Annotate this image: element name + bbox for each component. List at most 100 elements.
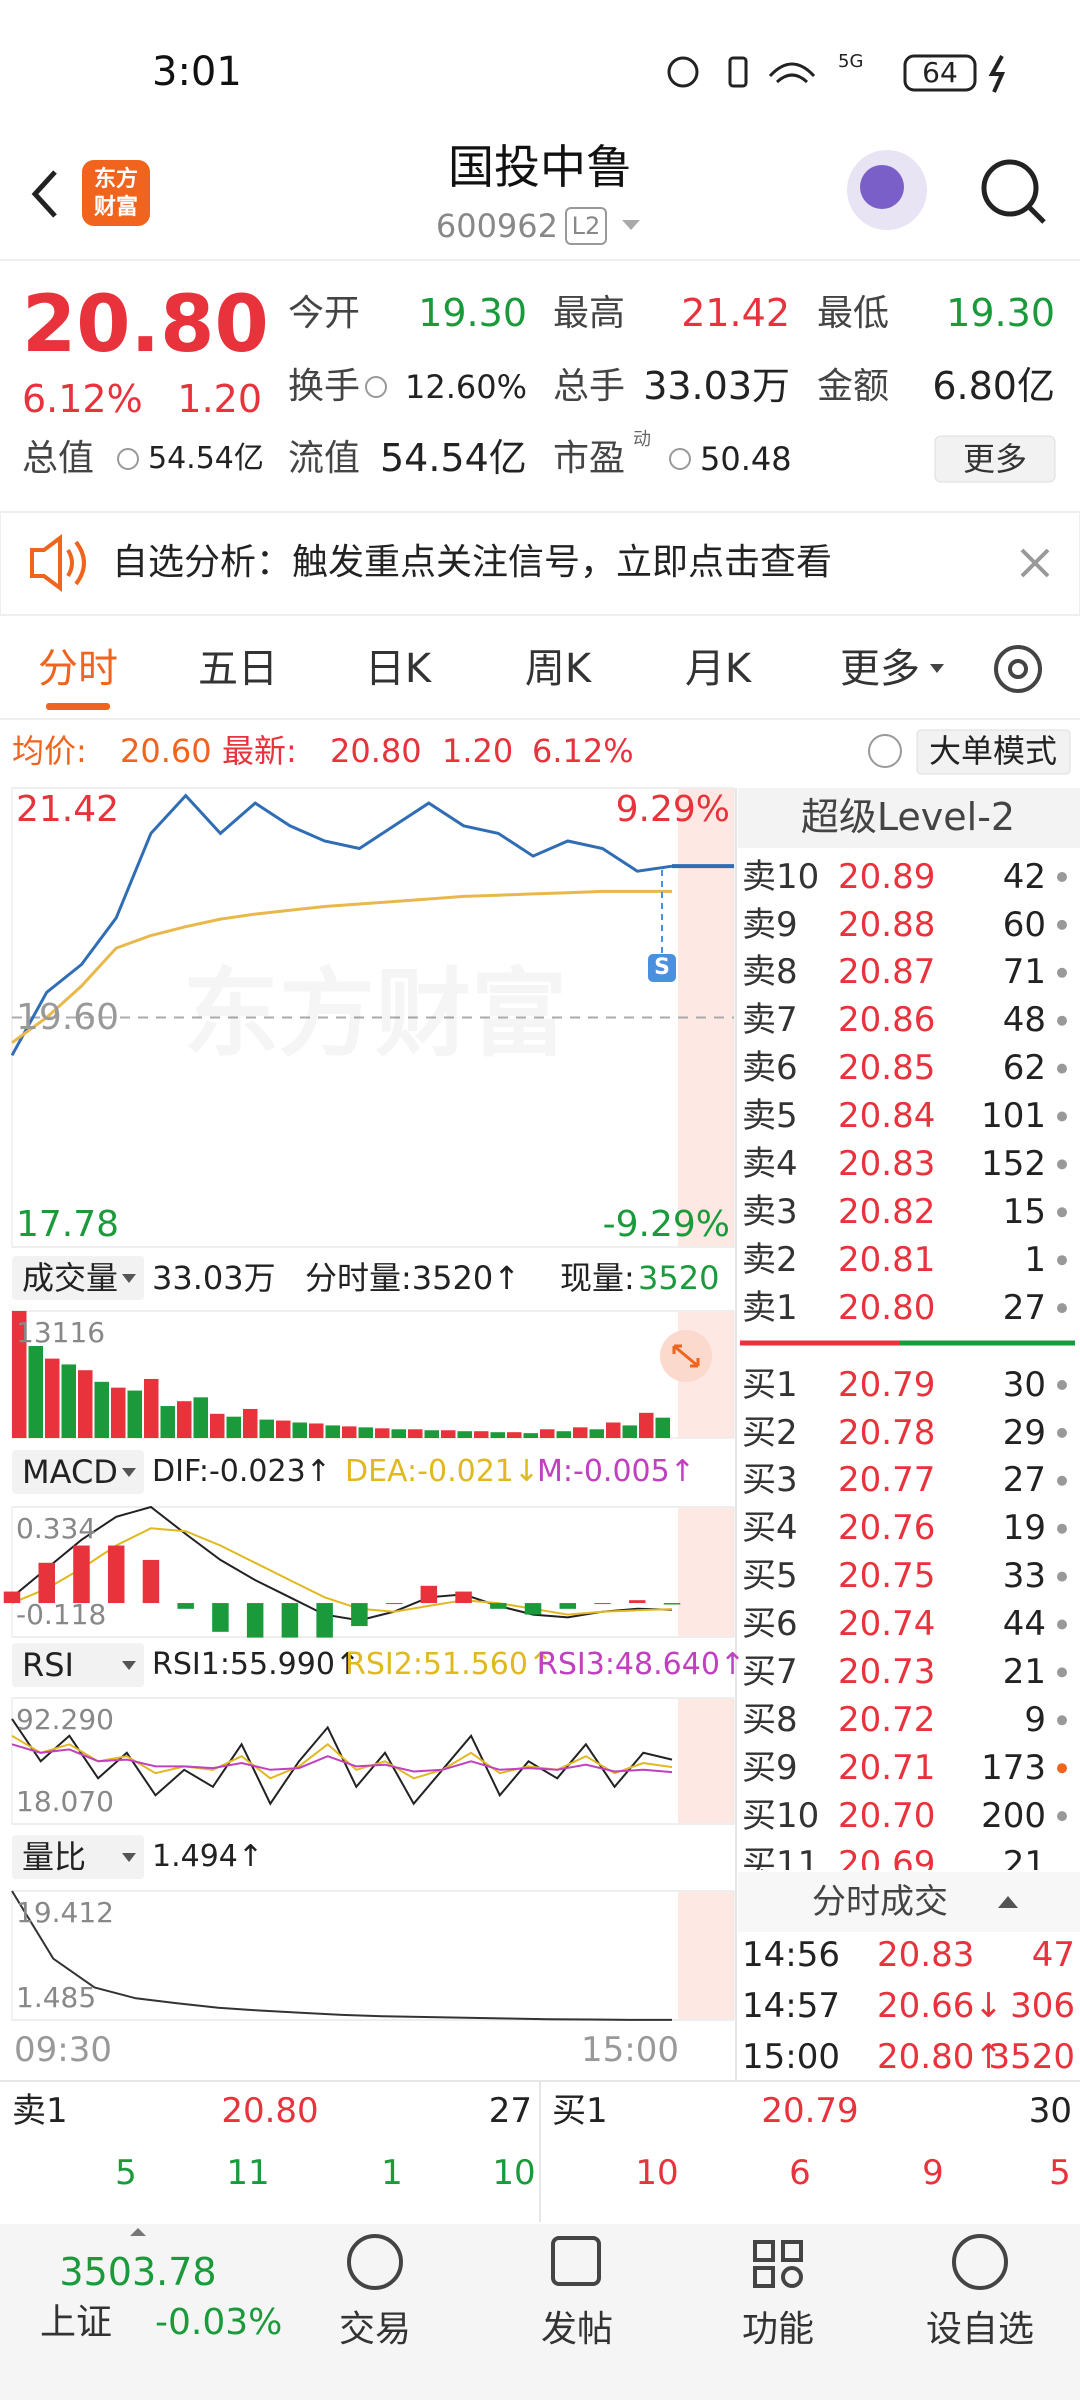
book-label: 买10: [742, 1795, 820, 1836]
tab[interactable]: 分时: [38, 646, 118, 692]
help-icon[interactable]: [868, 734, 902, 768]
last-price: 20.80: [22, 280, 269, 371]
volume-bar: [457, 1431, 472, 1438]
indicator-selector[interactable]: [12, 1835, 144, 1879]
indicator-name[interactable]: 成交量: [22, 1258, 119, 1297]
info-icon: [669, 448, 691, 470]
book-label: 卖7: [742, 1000, 798, 1041]
tab[interactable]: 周K: [524, 646, 592, 692]
volume-bar: [61, 1364, 76, 1438]
indicator-name[interactable]: 量比: [22, 1837, 87, 1876]
volume-bar: [408, 1429, 423, 1438]
nav-item[interactable]: 发帖: [540, 2309, 613, 2351]
book-dot: [1057, 1063, 1067, 1074]
macd-bar: [629, 1600, 646, 1604]
marker-text: S: [654, 954, 670, 980]
book-label: 卖2: [742, 1239, 798, 1280]
book-volume: 152: [981, 1144, 1046, 1184]
volume-bar: [160, 1406, 175, 1438]
book-volume: 29: [1002, 1412, 1046, 1453]
y-tick-label: 17.78: [16, 1204, 120, 1246]
buy-count: 9: [922, 2152, 944, 2193]
index-value[interactable]: 3503.78: [59, 2250, 217, 2295]
field-label: 最高: [553, 293, 626, 335]
settings-button[interactable]: [994, 645, 1042, 693]
quote-volume: 27: [488, 2090, 532, 2131]
book-volume: 1: [1024, 1239, 1046, 1280]
back-button[interactable]: [31, 170, 57, 218]
book-price: 20.74: [838, 1604, 936, 1645]
book-label: 卖6: [742, 1048, 798, 1089]
macd-bar: [246, 1603, 264, 1638]
book-label: 卖5: [742, 1096, 798, 1137]
macd-bar: [177, 1603, 194, 1609]
buy-count: 6: [789, 2152, 811, 2193]
more-button-text[interactable]: 更多: [962, 439, 1027, 478]
tab[interactable]: 日K: [364, 646, 432, 692]
nav-item[interactable]: 交易: [338, 2309, 411, 2351]
more-button[interactable]: [934, 435, 1056, 483]
latest-label: 最新:: [222, 731, 297, 770]
mode-button-text[interactable]: 大单模式: [928, 731, 1057, 770]
book-price: 20.87: [838, 952, 936, 993]
indicator-stat: M:-0.005↑: [537, 1454, 695, 1489]
book-dot: [1057, 1475, 1067, 1486]
series-line: [11, 889, 672, 1044]
indicator-name[interactable]: MACD: [22, 1452, 118, 1491]
series-line: [11, 1527, 673, 1616]
post-icon[interactable]: [551, 2236, 601, 2286]
book-label: 卖3: [742, 1191, 798, 1232]
book-volume: 21: [1002, 1652, 1046, 1692]
book-volume: 44: [1002, 1604, 1046, 1645]
tab[interactable]: 五日: [198, 646, 278, 692]
stock-code: 600962: [435, 206, 558, 245]
close-banner[interactable]: [1020, 548, 1050, 578]
marker-box: [648, 954, 676, 982]
book-dot: [1057, 1571, 1067, 1582]
indicator-selector[interactable]: [12, 1450, 144, 1494]
series-line: [11, 1890, 672, 2021]
volume-bar: [358, 1427, 373, 1438]
indicator-name[interactable]: RSI: [22, 1645, 74, 1684]
selector-caret: [122, 1661, 136, 1670]
field-value: 33.03万: [643, 364, 790, 409]
status-icons: [667, 54, 1006, 93]
volume-bar: [474, 1431, 489, 1438]
book-dot: [1057, 1667, 1067, 1678]
trade-icon[interactable]: [347, 2234, 403, 2290]
indicator-stat: 33.03万: [152, 1258, 276, 1297]
series-line: [11, 1743, 673, 1774]
volume-bar: [655, 1417, 670, 1438]
series-line: [11, 1505, 673, 1622]
mode-button[interactable]: [916, 729, 1071, 775]
book-volume: 30: [1002, 1364, 1046, 1405]
sell-count: 5: [115, 2152, 137, 2193]
banner-text[interactable]: 自选分析：触发重点关注信号，立即点击查看: [112, 542, 833, 584]
book-dot: [1057, 1619, 1067, 1630]
nav-item[interactable]: 设自选: [925, 2309, 1034, 2351]
search-button[interactable]: [981, 159, 1046, 224]
indicator-selector[interactable]: [12, 1256, 144, 1300]
book-label: 买1: [742, 1364, 798, 1405]
nav-item[interactable]: 功能: [741, 2309, 814, 2351]
y-tick-label: 0.334: [16, 1512, 97, 1546]
field-label: 市盈: [553, 438, 626, 480]
tab[interactable]: 更多: [840, 646, 920, 692]
trade-price: 20.66↓: [877, 1985, 1003, 2026]
y-tick-label: 18.070: [16, 1785, 114, 1819]
book-volume: 15: [1002, 1191, 1046, 1232]
field-label: 总手: [553, 366, 626, 408]
info-icon: [117, 448, 139, 470]
field-value: 19.30: [418, 291, 527, 336]
watchlist-icon[interactable]: [952, 2234, 1008, 2290]
y2-tick-label: -9.29%: [602, 1204, 730, 1246]
macd-bar: [281, 1603, 299, 1638]
indicator-selector[interactable]: [12, 1643, 144, 1687]
y-tick-label: 19.412: [16, 1896, 114, 1930]
tab[interactable]: 月K: [684, 646, 752, 692]
book-volume: 27: [1002, 1287, 1046, 1328]
function-icon[interactable]: [753, 2240, 803, 2288]
book-volume: 200: [981, 1795, 1046, 1836]
book-label: 买7: [742, 1652, 798, 1692]
volume-bar: [589, 1429, 604, 1438]
